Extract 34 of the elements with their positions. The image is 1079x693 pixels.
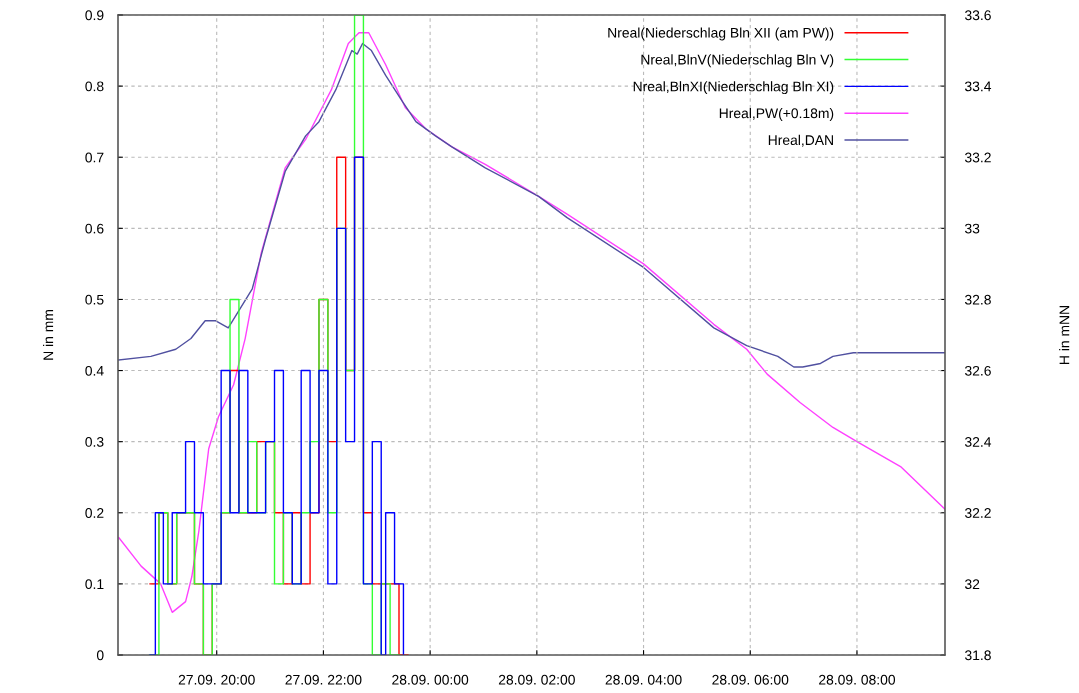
y-tick-label: 0.9 xyxy=(85,10,104,21)
y-tick-label: 0.7 xyxy=(85,152,104,163)
x-tick-label: 27.09. 22:00 xyxy=(285,674,362,685)
x-tick-label: 28.09. 08:00 xyxy=(819,674,896,685)
x-tick-label: 27.09. 20:00 xyxy=(178,674,255,685)
y2-tick-label: 33 xyxy=(964,223,980,234)
legend-label: Hreal,PW(+0.18m) xyxy=(719,108,834,121)
y-tick-label: 0 xyxy=(96,650,104,661)
y2-tick-label: 32 xyxy=(964,579,980,590)
y-tick-label: 0.5 xyxy=(85,294,104,305)
y-tick-label: 0.3 xyxy=(85,437,104,447)
y-tick-label: 0.1 xyxy=(85,579,104,590)
y2-tick-label: 32.8 xyxy=(964,294,991,305)
legend-label: Nreal,BlnXI(Niederschlag Bln XI) xyxy=(633,81,834,95)
y-tick-label: 0.6 xyxy=(85,223,104,234)
y2-tick-label: 32.2 xyxy=(964,508,991,518)
y2-tick-label: 32.6 xyxy=(964,365,991,376)
y-tick-label: 0.4 xyxy=(85,365,104,376)
x-tick-label: 28.09. 06:00 xyxy=(712,674,789,685)
y-tick-label: 0.8 xyxy=(85,81,104,92)
x-tick-label: 28.09. 02:00 xyxy=(498,674,575,685)
legend-label: Nreal,BlnV(Niederschlag Bln V) xyxy=(641,54,834,68)
legend-label: Nreal(Niederschlag Bln XII (am PW)) xyxy=(608,27,834,41)
y2-tick-label: 33.4 xyxy=(964,81,992,92)
y2-tick-label: 33.6 xyxy=(964,10,991,21)
y2-tick-label: 33.2 xyxy=(964,152,991,163)
y-tick-label: 0.2 xyxy=(85,508,104,518)
legend-label: Hreal,DAN xyxy=(768,134,833,147)
y2-tick-label: 31.8 xyxy=(964,650,991,661)
x-tick-label: 28.09. 04:00 xyxy=(605,674,682,685)
y2-axis-title: H in mNN xyxy=(1059,306,1070,364)
x-tick-label: 28.09. 00:00 xyxy=(392,674,469,685)
y2-tick-label: 32.4 xyxy=(964,437,992,447)
y-axis-title: N in mm xyxy=(43,310,54,360)
